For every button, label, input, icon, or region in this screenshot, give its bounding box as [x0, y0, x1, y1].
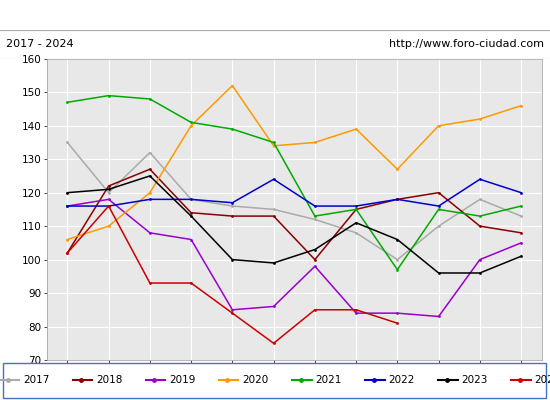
Text: http://www.foro-ciudad.com: http://www.foro-ciudad.com	[389, 39, 544, 49]
Text: 2020: 2020	[243, 375, 268, 385]
Text: 2022: 2022	[388, 375, 415, 385]
Text: Evolucion del paro registrado en Grijota: Evolucion del paro registrado en Grijota	[123, 8, 427, 22]
Text: 2024: 2024	[535, 375, 550, 385]
Text: 2018: 2018	[96, 375, 123, 385]
FancyBboxPatch shape	[3, 363, 546, 398]
Text: 2017: 2017	[23, 375, 50, 385]
Text: 2019: 2019	[169, 375, 196, 385]
Text: 2017 - 2024: 2017 - 2024	[6, 39, 73, 49]
Text: 2021: 2021	[315, 375, 342, 385]
Text: 2023: 2023	[461, 375, 488, 385]
